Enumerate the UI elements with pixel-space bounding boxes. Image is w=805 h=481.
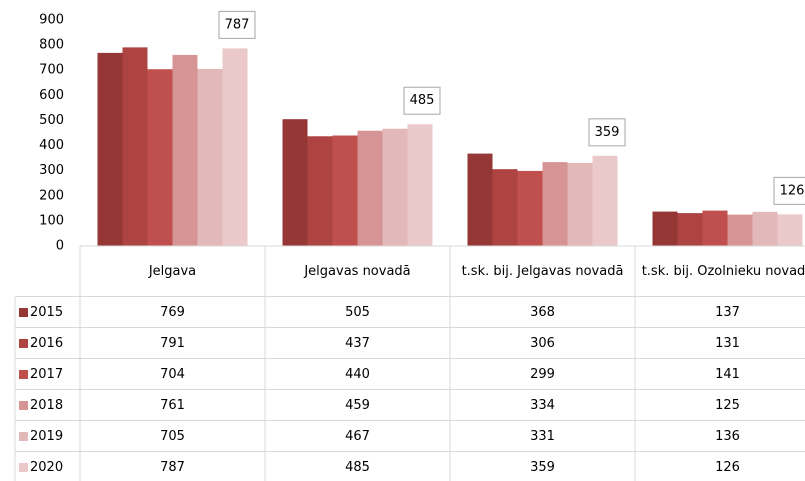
y-tick-label: 300	[39, 163, 64, 178]
legend-entry: 2019	[16, 421, 80, 452]
bar	[282, 119, 308, 246]
legend-swatch	[19, 308, 28, 317]
data-label: 485	[410, 93, 435, 108]
legend-label: 2015	[30, 304, 64, 320]
legend-label: 2017	[30, 366, 64, 382]
legend-label: 2016	[30, 335, 64, 351]
table-value: 331	[530, 428, 555, 444]
bar	[332, 135, 358, 246]
table-value: 769	[160, 304, 185, 320]
legend-entry: 2020	[16, 452, 80, 481]
table-value: 141	[715, 366, 740, 382]
legend-swatch	[19, 432, 28, 441]
data-label: 787	[225, 17, 250, 32]
y-tick-label: 200	[39, 188, 64, 203]
data-label-box	[773, 176, 805, 205]
bar	[197, 68, 223, 246]
table-value: 306	[530, 335, 555, 351]
bar	[702, 210, 728, 246]
table-value: 359	[530, 459, 555, 475]
table-value: 459	[345, 397, 370, 413]
data-label: 126	[780, 183, 805, 198]
legend-swatch	[19, 401, 28, 410]
table-value: 334	[530, 397, 555, 413]
y-tick-label: 700	[39, 63, 64, 78]
data-label-box	[218, 10, 256, 39]
bar	[122, 47, 148, 247]
table-value: 137	[715, 304, 740, 320]
data-label-box	[588, 118, 626, 147]
bar	[727, 214, 753, 246]
bar	[542, 162, 568, 246]
table-value: 437	[345, 335, 370, 351]
data-label: 359	[595, 125, 620, 140]
bar	[492, 169, 518, 246]
bar	[357, 130, 383, 246]
category-label: Jelgavas novadā	[304, 263, 411, 279]
y-tick-label: 500	[39, 113, 64, 128]
legend-label: 2019	[30, 428, 64, 444]
bar	[752, 211, 778, 246]
bar	[307, 136, 333, 246]
y-tick-label: 100	[39, 213, 64, 228]
bar	[147, 69, 173, 247]
bar	[382, 128, 408, 246]
legend-swatch	[19, 339, 28, 348]
bar	[407, 124, 433, 246]
bar	[172, 54, 198, 246]
table-value: 131	[715, 335, 740, 351]
bar	[222, 48, 248, 247]
table-value: 704	[160, 366, 185, 382]
category-label: Jelgava	[148, 263, 197, 279]
table-value: 485	[345, 459, 370, 475]
legend-entry: 2016	[16, 328, 80, 359]
y-tick-label: 400	[39, 138, 64, 153]
legend-entry: 2017	[16, 359, 80, 390]
legend-label: 2020	[30, 459, 64, 475]
table-value: 791	[160, 335, 185, 351]
legend-swatch	[19, 370, 28, 379]
table-value: 761	[160, 397, 185, 413]
category-label: t.sk. bij. Jelgavas novadā	[461, 263, 624, 279]
table-value: 136	[715, 428, 740, 444]
table-value: 705	[160, 428, 185, 444]
y-tick-label: 600	[39, 88, 64, 103]
bar	[567, 162, 593, 246]
bar	[777, 214, 803, 246]
y-tick-label: 900	[39, 13, 64, 28]
table-value: 787	[160, 459, 185, 475]
data-label-box	[403, 86, 441, 115]
bar	[97, 52, 123, 247]
table-value: 440	[345, 366, 370, 382]
table-value: 126	[715, 459, 740, 475]
legend-label: 2018	[30, 397, 64, 413]
bar	[592, 155, 618, 246]
legend-swatch	[19, 463, 28, 472]
bar	[652, 211, 678, 246]
bar	[677, 213, 703, 246]
bar	[467, 153, 493, 246]
table-value: 467	[345, 428, 370, 444]
bar	[517, 170, 543, 246]
y-tick-label: 800	[39, 38, 64, 53]
category-label: t.sk. bij. Ozolnieku novadā	[641, 263, 805, 279]
legend-entry: 2018	[16, 390, 80, 421]
table-value: 505	[345, 304, 370, 320]
table-value: 125	[715, 397, 740, 413]
y-tick-label: 0	[56, 239, 64, 254]
legend-entry: 2015	[16, 297, 80, 328]
table-value: 299	[530, 366, 555, 382]
table-value: 368	[530, 304, 555, 320]
